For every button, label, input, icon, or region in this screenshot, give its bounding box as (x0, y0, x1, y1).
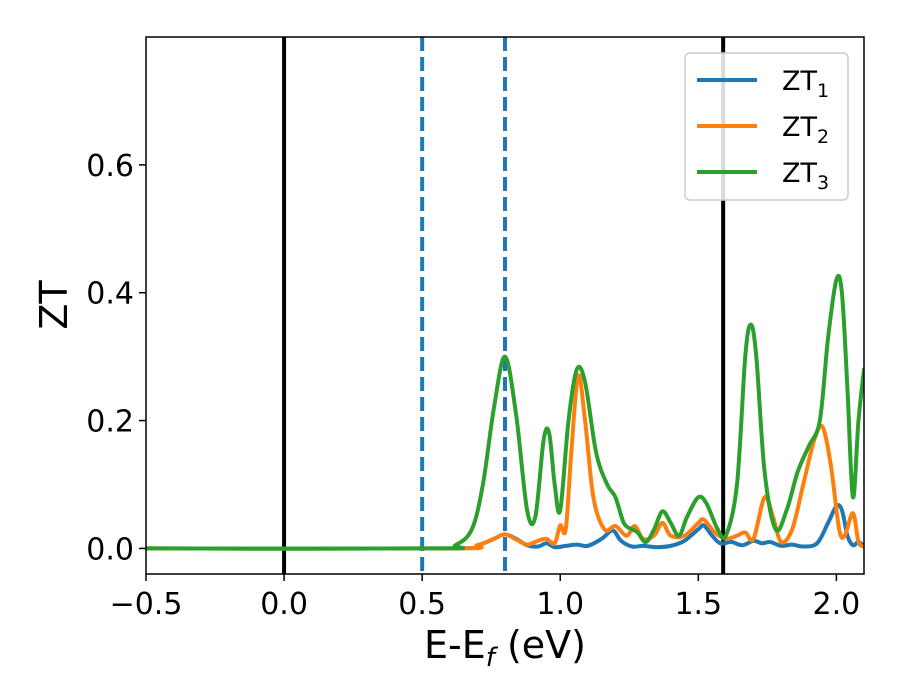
x-axis-ticks: −0.5 0.0 0.5 1.0 1.5 2.0 (110, 574, 861, 622)
y-tick-label: 0.4 (86, 277, 134, 312)
x-tick-label: 1.5 (674, 587, 722, 622)
legend-box (684, 52, 849, 201)
axes-frame (145, 36, 865, 575)
series-line-zt2 (146, 373, 864, 551)
series-line-zt3 (146, 273, 864, 551)
legend-label-zt3: ZT3 (782, 158, 829, 194)
x-tick-label: 0.0 (260, 587, 308, 622)
y-tick-label: 0.6 (86, 149, 134, 184)
y-axis-label: ZT (32, 280, 76, 330)
legend: ZT1 ZT2 ZT3 (684, 52, 849, 201)
x-axis-label-unit: (eV) (495, 623, 586, 667)
y-axis-ticks: 0.0 0.2 0.4 0.6 (86, 149, 146, 567)
y-tick-label: 0.2 (86, 405, 134, 440)
legend-label-zt2: ZT2 (782, 112, 829, 148)
x-axis-label-main: E-E (424, 623, 486, 667)
x-tick-label: 1.0 (536, 587, 584, 622)
legend-label-zt1: ZT1 (782, 66, 829, 102)
x-tick-label: 2.0 (813, 587, 861, 622)
x-axis-label: E-Ef (eV) (424, 623, 586, 673)
series-layer (146, 273, 864, 551)
x-tick-label: −0.5 (110, 587, 183, 622)
y-tick-label: 0.0 (86, 532, 134, 567)
x-tick-label: 0.5 (398, 587, 446, 622)
